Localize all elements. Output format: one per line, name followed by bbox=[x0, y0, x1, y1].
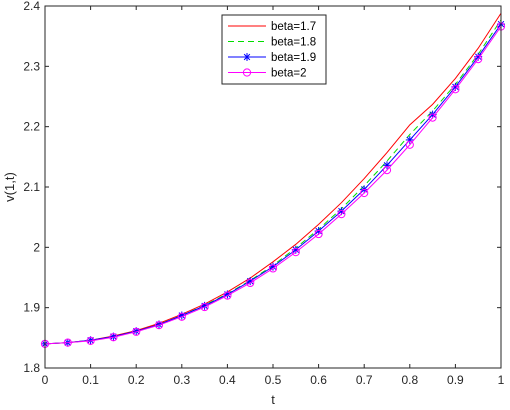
y-tick-label: 1.8 bbox=[23, 361, 40, 375]
x-tick-label: 0.4 bbox=[219, 373, 236, 387]
y-tick-label: 2.2 bbox=[23, 120, 40, 134]
data-point-beta-2 bbox=[154, 321, 164, 330]
ticks-layer: 0 0.1 0.2 0.3 0.4 0.5 0.6 0.7 0.8 0.9 1 1.8 1.9 2 2.1 2… bbox=[23, 0, 504, 387]
star-stroke bbox=[243, 53, 251, 61]
star-stroke bbox=[315, 227, 322, 235]
star-stroke bbox=[452, 83, 459, 91]
plot-layer bbox=[40, 12, 506, 348]
x-tick-label: 0.6 bbox=[310, 373, 327, 387]
x-tick-label: 0.8 bbox=[401, 373, 418, 387]
legend-marker bbox=[243, 53, 251, 61]
data-point-beta-2 bbox=[246, 278, 255, 288]
series-line-beta-1-7 bbox=[44, 12, 502, 345]
x-tick-label: 0.9 bbox=[447, 373, 464, 387]
y-tick-label: 2.1 bbox=[23, 180, 40, 194]
data-point-beta-2 bbox=[451, 85, 460, 94]
star-stroke bbox=[155, 321, 163, 328]
data-point-beta-2 bbox=[86, 336, 95, 345]
legend: beta=1.7 beta=1.8 beta=1.9 beta=2 bbox=[221, 14, 327, 85]
legend-label: beta=1.8 bbox=[271, 37, 316, 49]
data-point-beta-2 bbox=[405, 140, 414, 149]
star-stroke bbox=[269, 263, 277, 270]
x-tick-label: 0.5 bbox=[265, 373, 282, 387]
y-tick-label: 2.3 bbox=[23, 59, 40, 73]
star-stroke bbox=[246, 277, 254, 285]
y-tick-label: 2.4 bbox=[23, 0, 40, 13]
data-point-beta-2 bbox=[63, 338, 72, 347]
star-stroke bbox=[474, 53, 482, 60]
data-point-beta-2 bbox=[428, 113, 437, 122]
x-axis-label: t bbox=[271, 392, 275, 407]
data-point-beta-2 bbox=[291, 248, 300, 257]
data-point-beta-2 bbox=[177, 312, 186, 321]
data-point-beta-2 bbox=[200, 302, 209, 312]
star-stroke bbox=[429, 111, 436, 118]
star-stroke bbox=[132, 327, 140, 335]
x-tick-label: 1 bbox=[498, 373, 505, 387]
star-stroke bbox=[87, 337, 94, 344]
star-stroke bbox=[338, 207, 345, 215]
x-tick-label: 0.1 bbox=[82, 373, 99, 387]
star-stroke bbox=[110, 333, 117, 340]
data-point-beta-2 bbox=[132, 327, 141, 336]
legend-label: beta=2 bbox=[271, 68, 307, 80]
y-axis-label: v(1,t) bbox=[2, 172, 17, 202]
data-point-beta-2 bbox=[337, 210, 346, 219]
legend-label: beta=1.7 bbox=[271, 21, 316, 33]
x-tick-label: 0.3 bbox=[173, 373, 190, 387]
star-stroke bbox=[292, 246, 300, 253]
data-point-beta-2 bbox=[314, 229, 323, 239]
x-tick-label: 0 bbox=[42, 373, 49, 387]
data-point-beta-2 bbox=[109, 333, 118, 342]
data-point-beta-2 bbox=[474, 54, 483, 64]
legend-label: beta=1.9 bbox=[271, 52, 316, 64]
y-tick-label: 1.9 bbox=[23, 301, 40, 315]
data-point-beta-2 bbox=[223, 291, 232, 300]
series-line-beta-2 bbox=[44, 26, 502, 345]
data-point-beta-2 bbox=[268, 264, 278, 273]
x-tick-label: 0.7 bbox=[356, 373, 373, 387]
y-tick-label: 2 bbox=[33, 240, 40, 254]
legend-marker bbox=[242, 68, 252, 77]
data-point-beta-2 bbox=[382, 166, 392, 175]
data-point-beta-2 bbox=[360, 188, 369, 198]
x-tick-label: 0.2 bbox=[128, 373, 145, 387]
